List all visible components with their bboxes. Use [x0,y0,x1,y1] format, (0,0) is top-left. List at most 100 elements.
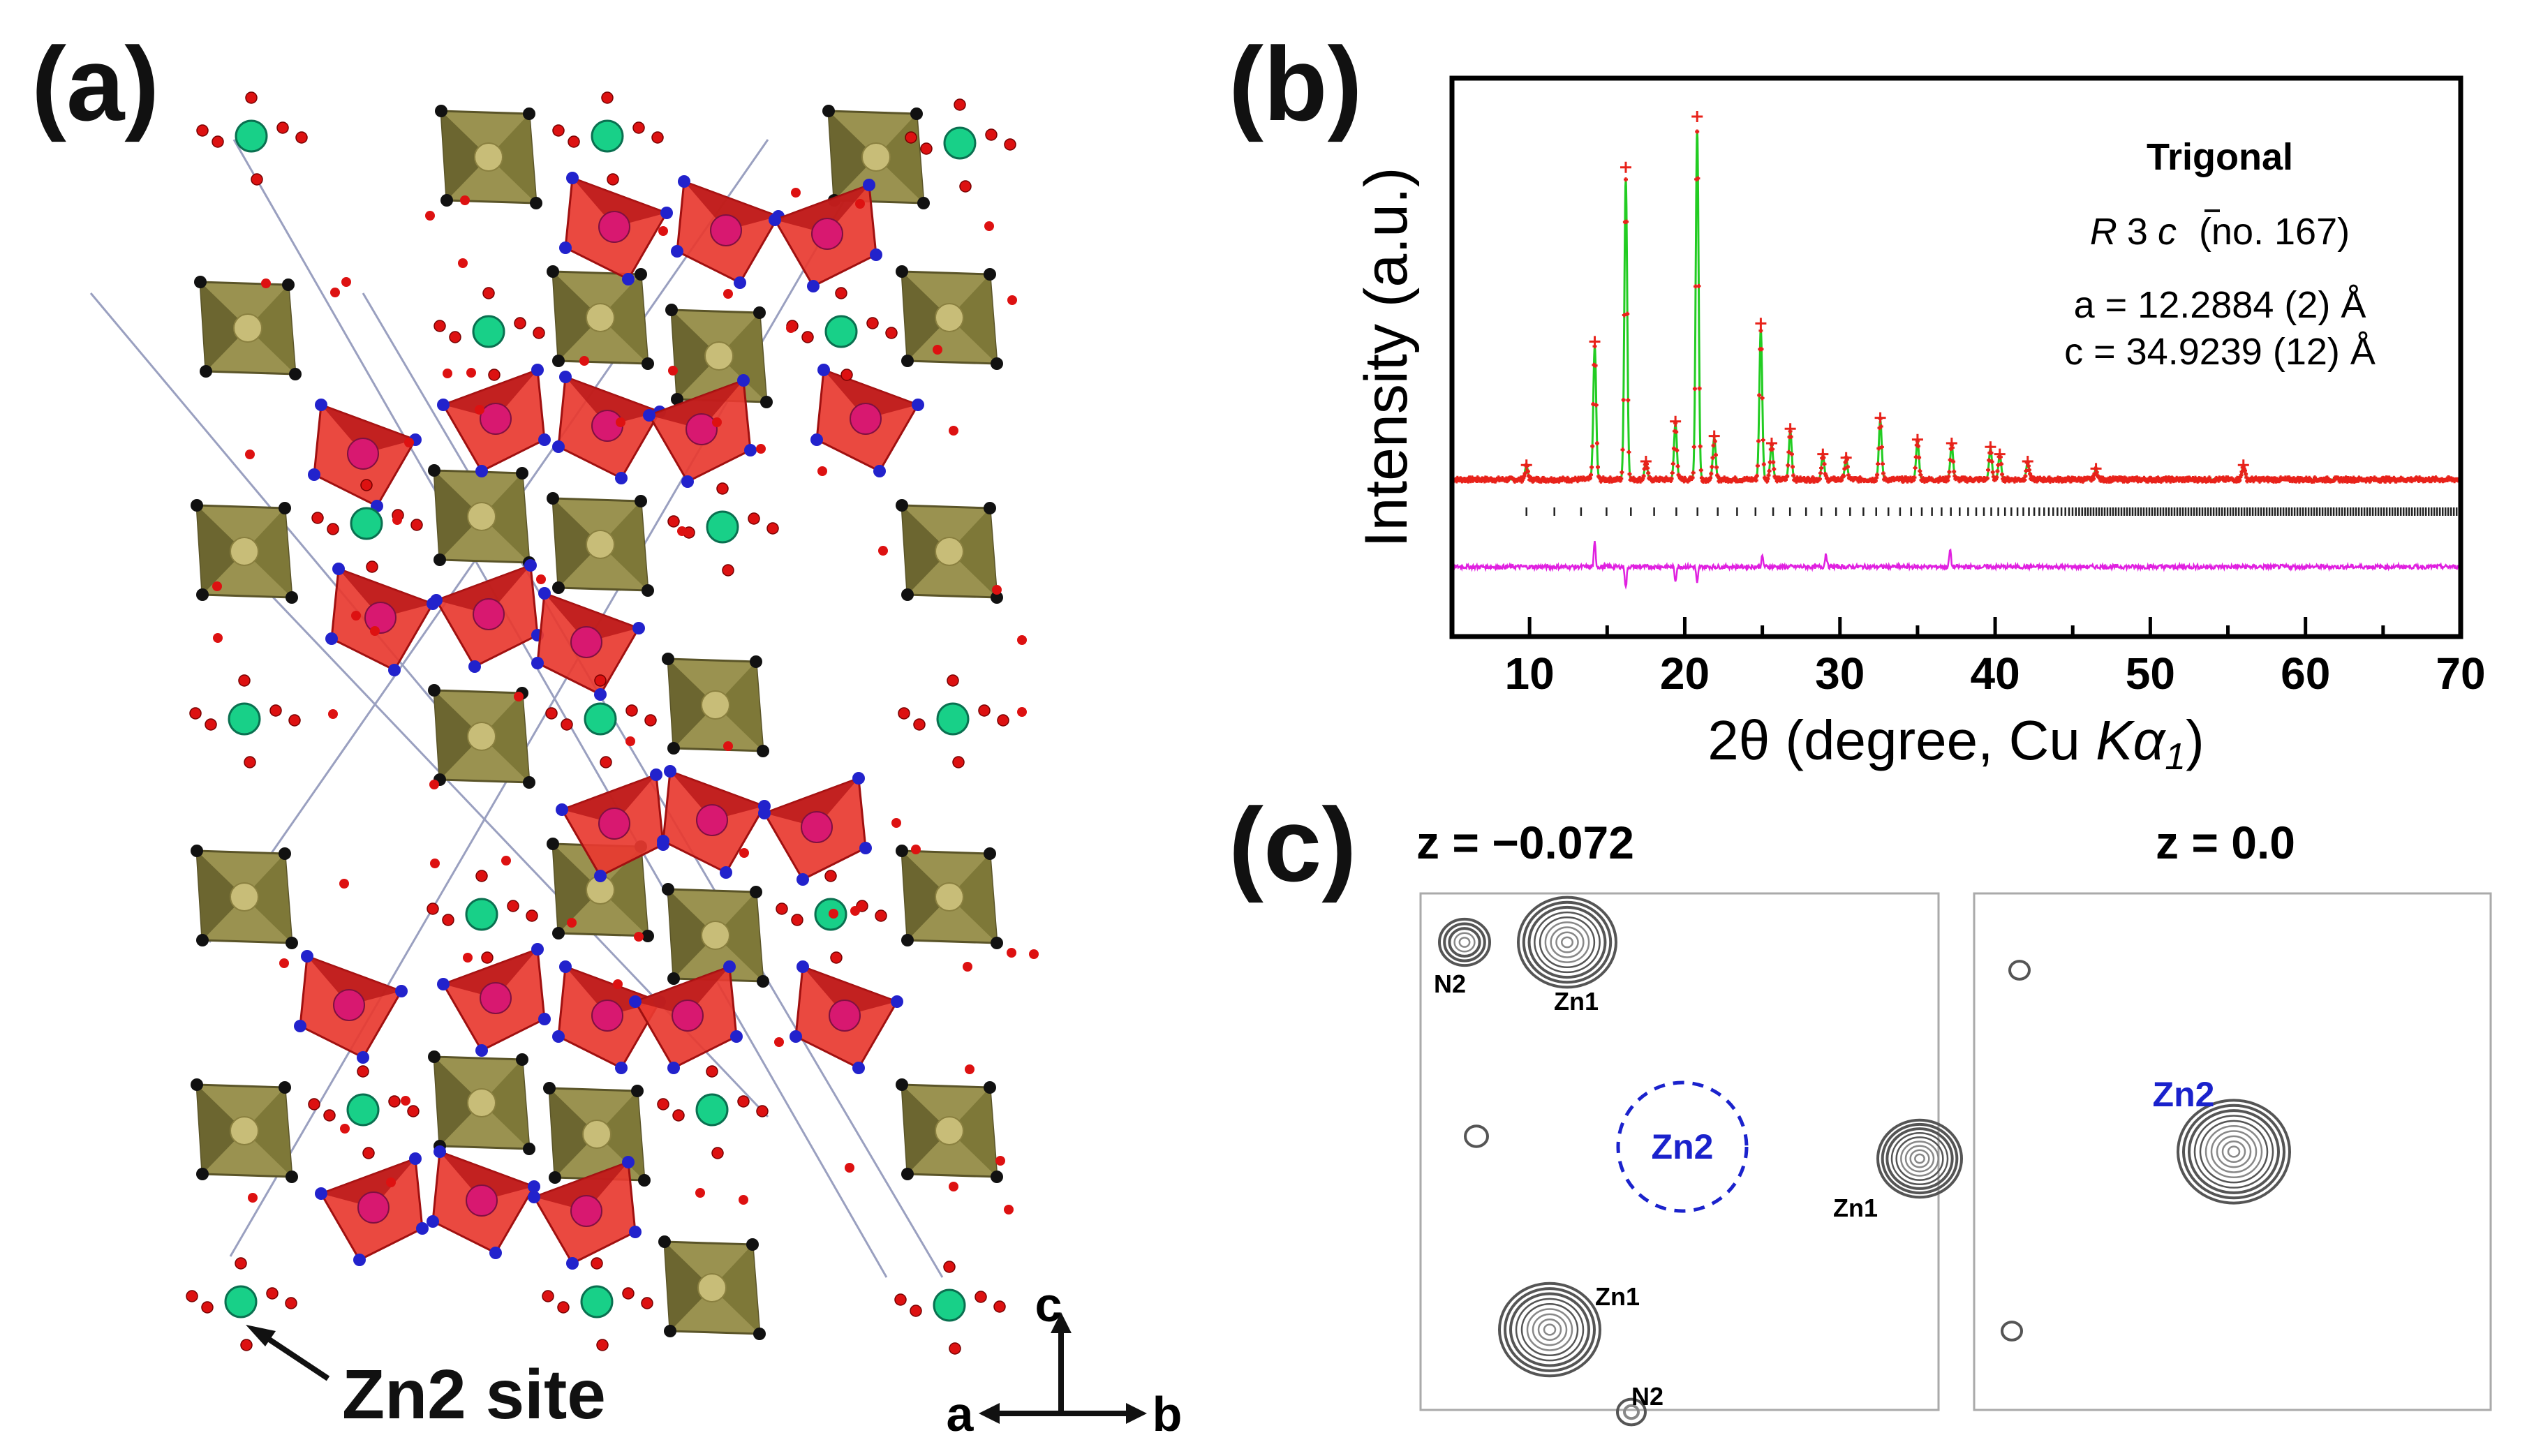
crystal-structure-panel: (a) Zn2 site c a b [0,0,1222,1456]
loose-oxygen-67 [370,626,380,636]
tetrahedron-center-7 [850,403,882,435]
loose-oxygen-36 [1017,707,1027,717]
water-o-0-3 [295,131,308,144]
tetrahedron-face-19 [321,1159,415,1208]
zn-atom-4 [824,315,858,348]
octahedron-face2-19 [949,1087,997,1177]
octa-vertex-19-2 [991,1171,1003,1183]
y-axis-label: Intensity (a.u.) [1353,168,1420,548]
octahedron-face2-16 [244,1087,292,1177]
loose-oxygen-69 [723,289,733,299]
contour-zn2-right-6 [2210,1130,2258,1173]
octahedron-center-4 [704,341,734,371]
chart-frame [1449,75,2463,639]
observed-peak-5 [1691,111,1703,122]
tetrahedron-face-4 [443,370,538,419]
octa-vertex-0-1 [523,107,535,120]
loose-oxygen-17 [212,581,222,591]
water-o-15-5 [596,1339,609,1351]
octa-vertex-19-1 [984,1081,996,1094]
lattice-c-label: c = 34.9239 (12) Å [2064,331,2376,373]
octa-vertex-0-0 [435,105,447,117]
loose-oxygen-7 [791,188,801,198]
contour-speck-c-0 [2001,1321,2023,1342]
tetra-vertex-16-3 [552,1030,565,1043]
loose-oxygen-51 [404,438,414,447]
tetrahedron-center-1 [710,214,742,246]
octahedron-face2-14 [716,892,763,981]
tetra-vertex-2-0 [863,179,875,191]
octahedron-face2-8 [600,501,648,590]
water-o-0-5 [251,173,263,186]
loose-oxygen-0 [475,405,484,415]
octa-vertex-12-0 [191,845,203,857]
tetra-vertex-10-0 [538,587,551,600]
water-o-7-3 [288,714,301,727]
contour-zn2-right-5 [2204,1124,2263,1179]
octahedron-face2-5 [949,274,997,364]
octa-vertex-8-3 [552,581,565,594]
loose-oxygen-8 [963,962,972,972]
tetra-vertex-7-0 [817,364,830,376]
contour-zn1-right-8 [1914,1153,1925,1164]
contour-zn2-right-8 [2221,1141,2246,1163]
loose-oxygen-1 [992,585,1002,595]
observed-peak-12 [1874,412,1886,424]
octa-vertex-5-3 [901,355,914,367]
loose-oxygen-45 [330,288,340,297]
loose-oxygen-28 [695,1188,705,1198]
loose-oxygen-55 [613,979,623,989]
octa-vertex-19-0 [896,1078,908,1091]
water-o-2-4 [954,98,966,111]
zn-atom-3 [472,315,505,348]
octa-vertex-15-2 [991,937,1003,949]
tetra-vertex-17-3 [730,1030,743,1043]
octa-vertex-1-2 [917,197,930,209]
contour-n2-top-4 [1458,937,1471,948]
contour-zn1-right-4 [1895,1136,1944,1181]
tetrahedron-center-11 [598,808,630,840]
tetra-vertex-3-3 [308,468,320,481]
observed-peak-6 [1708,430,1720,442]
loose-oxygen-31 [1004,1205,1014,1214]
contour-zn2-right-1 [2182,1104,2285,1200]
water-o-2-2 [985,128,998,141]
water-o-15-4 [591,1257,603,1270]
loose-oxygen-48 [466,368,476,378]
octa-vertex-9-0 [896,499,908,512]
tetra-vertex-21-3 [629,1226,642,1238]
tetra-vertex-0-0 [566,172,579,184]
loose-oxygen-59 [723,741,733,751]
octahedron-face-5 [902,272,949,361]
octahedron-center-1 [861,142,891,172]
water-o-6-0 [667,515,680,528]
tetrahedron-center-13 [801,811,833,843]
loose-oxygen-29 [1007,295,1017,305]
octa-vertex-6-2 [286,591,298,604]
water-o-14-0 [186,1290,198,1302]
tetra-vertex-18-1 [891,995,903,1008]
tetra-vertex-13-1 [758,807,771,819]
water-o-16-2 [975,1291,987,1303]
octa-vertex-13-0 [547,838,559,850]
water-o-10-0 [427,902,439,915]
bragg-position-markers [1525,507,2461,516]
water-o-9-1 [913,718,926,731]
tetrahedron-face-14 [307,956,401,1005]
water-o-12-0 [308,1098,320,1110]
loose-oxygen-24 [677,526,687,536]
loose-oxygen-2 [756,444,766,454]
octa-vertex-14-1 [750,886,762,898]
loose-oxygen-30 [386,1178,396,1187]
zn-atom-1 [591,119,624,153]
water-o-6-3 [766,522,779,535]
observed-peak-17 [2022,456,2033,467]
water-o-8-3 [644,714,657,727]
contour-zn1-bottom-6 [1532,1313,1568,1346]
octa-vertex-10-2 [523,776,535,789]
loose-oxygen-25 [855,199,865,209]
tetra-vertex-1-0 [678,175,690,188]
tetra-vertex-9-2 [468,660,481,673]
water-o-14-4 [235,1257,247,1270]
octa-vertex-18-3 [549,1171,561,1184]
